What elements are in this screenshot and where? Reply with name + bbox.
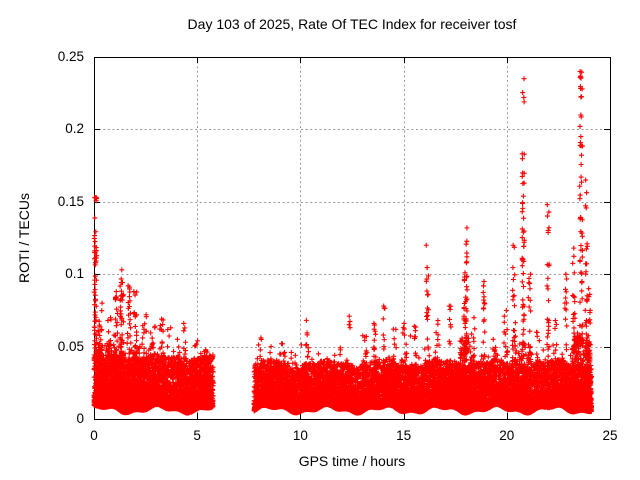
x-tick-label: 25: [602, 428, 618, 443]
y-tick-label: 0: [76, 411, 84, 426]
x-tick-label: 5: [193, 428, 201, 443]
y-tick-label: 0.2: [65, 121, 84, 137]
x-tick-label: 20: [499, 428, 515, 443]
chart-title: Day 103 of 2025, Rate Of TEC Index for r…: [187, 16, 517, 32]
x-axis-label: GPS time / hours: [298, 453, 406, 469]
y-tick-label: 0.25: [57, 49, 84, 64]
x-tick-label: 0: [90, 428, 98, 443]
x-tick-label: 10: [292, 428, 308, 443]
y-tick-label: 0.1: [65, 266, 84, 282]
y-tick-label: 0.15: [57, 193, 84, 209]
x-tick-label: 15: [396, 428, 412, 443]
y-tick-label: 0.05: [57, 338, 84, 354]
